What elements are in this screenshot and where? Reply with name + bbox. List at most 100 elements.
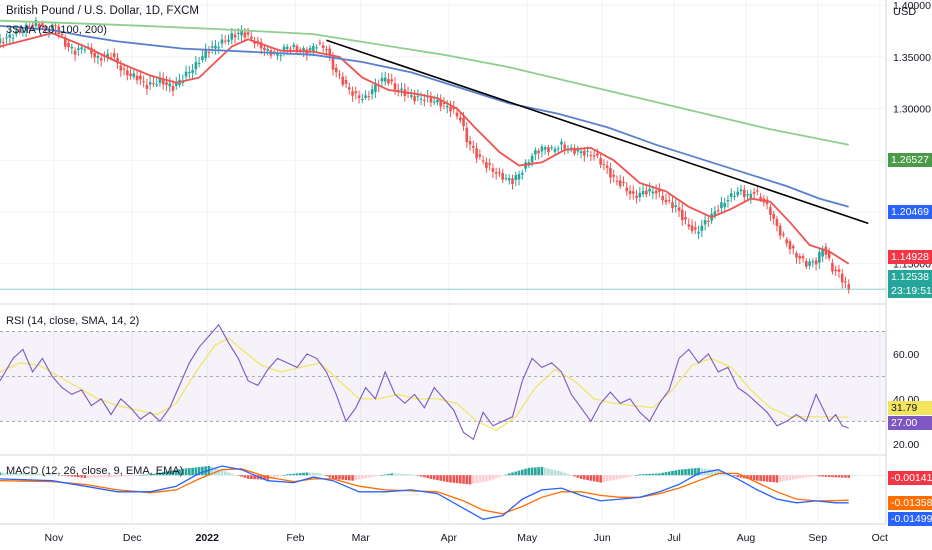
candle[interactable] — [540, 144, 544, 158]
candle-body[interactable] — [834, 269, 837, 272]
candle-body[interactable] — [383, 77, 387, 82]
candle-body[interactable] — [749, 193, 753, 198]
macd-histogram-bar[interactable] — [785, 475, 789, 481]
candle-body[interactable] — [445, 105, 449, 108]
candle-body[interactable] — [756, 190, 759, 192]
candle-body[interactable] — [299, 49, 302, 51]
candle[interactable] — [0, 33, 2, 49]
candle-body[interactable] — [315, 47, 318, 49]
macd-histogram-bar[interactable] — [615, 475, 619, 480]
macd-histogram-bar[interactable] — [227, 472, 230, 476]
candle-body[interactable] — [112, 53, 116, 58]
candle-body[interactable] — [814, 260, 818, 265]
candle[interactable] — [383, 71, 387, 86]
macd-histogram-bar[interactable] — [197, 467, 201, 476]
macd-histogram-bar[interactable] — [560, 471, 563, 476]
candle-body[interactable] — [122, 68, 126, 70]
macd-histogram-bar[interactable] — [791, 475, 795, 480]
candle-body[interactable] — [677, 207, 681, 211]
candle-body[interactable] — [788, 241, 792, 250]
candle-body[interactable] — [126, 70, 129, 76]
macd-histogram-bar[interactable] — [410, 474, 413, 476]
macd-histogram-bar[interactable] — [44, 474, 48, 476]
candle-body[interactable] — [775, 218, 779, 227]
macd-histogram-bar[interactable] — [625, 475, 629, 478]
macd-histogram-bar[interactable] — [801, 475, 805, 478]
macd-histogram-bar[interactable] — [331, 475, 335, 479]
candle[interactable] — [677, 201, 681, 218]
candle[interactable] — [256, 36, 260, 47]
candle-body[interactable] — [47, 31, 51, 33]
macd-histogram-bar[interactable] — [671, 470, 674, 476]
candle-body[interactable] — [827, 252, 831, 259]
candle[interactable] — [596, 148, 599, 158]
macd-histogram-bar[interactable] — [145, 474, 149, 476]
candle-body[interactable] — [840, 273, 844, 283]
candle-body[interactable] — [344, 80, 348, 84]
macd-histogram-bar[interactable] — [230, 473, 234, 476]
candle-body[interactable] — [605, 165, 609, 168]
macd-histogram-bar[interactable] — [318, 473, 322, 476]
candle-body[interactable] — [641, 191, 645, 195]
candle[interactable] — [684, 210, 687, 225]
candle-body[interactable] — [83, 49, 87, 51]
macd-histogram-bar[interactable] — [481, 475, 485, 482]
macd-histogram-bar[interactable] — [390, 473, 394, 476]
candle[interactable] — [694, 221, 697, 235]
macd-histogram-bar[interactable] — [455, 475, 459, 484]
candle-body[interactable] — [622, 182, 625, 184]
candle-body[interactable] — [312, 45, 315, 51]
candle-body[interactable] — [481, 160, 485, 162]
candle-body[interactable] — [419, 98, 423, 100]
macd-histogram-bar[interactable] — [50, 474, 54, 476]
candle-body[interactable] — [844, 281, 847, 283]
candle-body[interactable] — [609, 167, 612, 178]
candle-body[interactable] — [93, 52, 96, 58]
macd-histogram-bar[interactable] — [661, 472, 664, 476]
candle-body[interactable] — [217, 47, 221, 49]
candle[interactable] — [341, 72, 345, 87]
candle-body[interactable] — [596, 153, 599, 156]
candle[interactable] — [449, 100, 452, 118]
macd-histogram-bar[interactable] — [174, 469, 178, 476]
candle[interactable] — [63, 34, 67, 50]
macd-histogram-bar[interactable] — [569, 475, 573, 476]
candle[interactable] — [569, 144, 573, 152]
candle-body[interactable] — [70, 46, 74, 49]
candle[interactable] — [671, 196, 674, 213]
candle-body[interactable] — [145, 84, 149, 89]
candle-body[interactable] — [837, 269, 841, 272]
macd-histogram-bar[interactable] — [788, 475, 792, 481]
candle[interactable] — [292, 42, 296, 51]
candle[interactable] — [481, 155, 485, 165]
candle-body[interactable] — [161, 78, 165, 85]
candle[interactable] — [458, 111, 462, 124]
macd-histogram-bar[interactable] — [305, 472, 309, 476]
candle[interactable] — [736, 187, 740, 198]
macd-histogram-bar[interactable] — [63, 475, 67, 476]
candle[interactable] — [442, 96, 446, 110]
macd-histogram-bar[interactable] — [765, 475, 769, 482]
candle-body[interactable] — [648, 188, 651, 192]
macd-histogram-bar[interactable] — [217, 469, 221, 476]
candle-body[interactable] — [240, 30, 243, 36]
candle-body[interactable] — [276, 53, 279, 56]
candle[interactable] — [312, 42, 315, 56]
candle[interactable] — [90, 43, 93, 59]
rsi-line[interactable] — [0, 323, 849, 441]
macd-histogram-bar[interactable] — [70, 475, 74, 477]
candle-body[interactable] — [325, 49, 328, 51]
candle-body[interactable] — [338, 74, 341, 76]
candles[interactable] — [0, 17, 851, 294]
candle[interactable] — [618, 174, 622, 189]
macd-histogram-bar[interactable] — [341, 475, 345, 480]
macd-histogram-bar[interactable] — [638, 474, 642, 476]
macd-histogram-bar[interactable] — [579, 475, 583, 479]
macd-histogram-bar[interactable] — [504, 474, 508, 476]
macd-histogram-bar[interactable] — [804, 475, 808, 478]
candle-body[interactable] — [625, 187, 629, 192]
macd-histogram-bar[interactable] — [387, 473, 390, 476]
macd-histogram-bar[interactable] — [432, 475, 436, 480]
candle-body[interactable] — [432, 101, 436, 103]
candle[interactable] — [223, 35, 227, 45]
